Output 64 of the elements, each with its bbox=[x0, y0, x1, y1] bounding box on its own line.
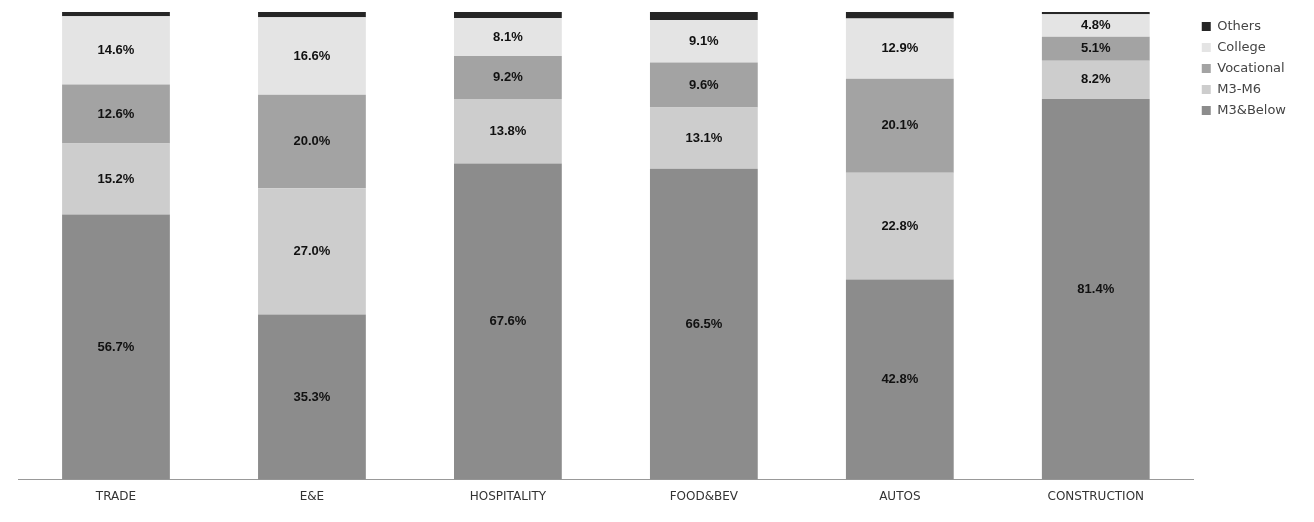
bar bbox=[258, 17, 366, 95]
x-tick-label: AUTOS bbox=[879, 488, 921, 503]
bar bbox=[258, 94, 366, 189]
bar bbox=[1041, 98, 1150, 480]
bar bbox=[649, 107, 758, 169]
data-label: 67.6% bbox=[489, 313, 527, 329]
bar bbox=[454, 163, 562, 480]
bar bbox=[649, 62, 758, 108]
bar bbox=[845, 18, 954, 79]
data-label: 9.1% bbox=[689, 32, 720, 48]
x-tick-label: E&E bbox=[299, 488, 325, 503]
bar bbox=[649, 168, 758, 480]
x-tick-label: CONSTRUCTION bbox=[1047, 488, 1145, 503]
data-label: 13.8% bbox=[489, 122, 527, 138]
data-label: 14.6% bbox=[97, 41, 135, 57]
legend-label: Vocational bbox=[1217, 59, 1285, 75]
data-label: 56.7% bbox=[97, 338, 135, 354]
bar bbox=[258, 314, 366, 480]
legend-label: M3-M6 bbox=[1217, 80, 1261, 96]
x-tick-label: HOSPITALITY bbox=[469, 488, 547, 503]
bar bbox=[454, 55, 562, 99]
x-tick-label: FOOD&BEV bbox=[669, 488, 739, 503]
data-label: 8.2% bbox=[1080, 71, 1112, 87]
bar bbox=[258, 12, 366, 18]
data-label: 9.6% bbox=[689, 76, 720, 92]
data-label: 16.6% bbox=[293, 47, 331, 63]
bar bbox=[454, 12, 562, 19]
data-label: 15.2% bbox=[97, 170, 135, 186]
data-label: 81.4% bbox=[1077, 280, 1115, 296]
data-label: 5.1% bbox=[1080, 40, 1112, 56]
bar bbox=[1041, 14, 1150, 37]
x-tick-label: TRADE bbox=[94, 488, 137, 503]
bar bbox=[845, 279, 954, 480]
legend-label: Others bbox=[1217, 17, 1262, 33]
data-label: 42.8% bbox=[881, 371, 919, 387]
legend-label: M3&Below bbox=[1217, 101, 1287, 117]
bar bbox=[1041, 60, 1150, 99]
bar bbox=[454, 98, 562, 164]
data-label: 12.6% bbox=[97, 105, 135, 121]
bar bbox=[454, 18, 562, 56]
bar bbox=[845, 172, 954, 280]
bar bbox=[258, 188, 366, 315]
data-label: 8.1% bbox=[493, 28, 524, 44]
bar bbox=[649, 12, 758, 20]
data-label: 9.2% bbox=[493, 69, 524, 85]
bar bbox=[62, 143, 170, 215]
bar bbox=[1041, 36, 1150, 61]
data-label: 66.5% bbox=[685, 315, 723, 331]
bar bbox=[845, 78, 954, 173]
bar bbox=[62, 214, 170, 480]
data-label: 20.1% bbox=[881, 117, 919, 133]
data-label: 4.8% bbox=[1080, 17, 1112, 33]
legend-label: College bbox=[1217, 38, 1266, 54]
bar bbox=[62, 84, 170, 144]
data-label: 35.3% bbox=[293, 388, 331, 404]
data-label: 20.0% bbox=[293, 133, 331, 149]
data-label: 12.9% bbox=[881, 40, 919, 56]
data-label: 13.1% bbox=[685, 129, 723, 145]
bar bbox=[845, 12, 954, 19]
bar bbox=[62, 12, 170, 17]
data-label: 22.8% bbox=[881, 217, 919, 233]
bar bbox=[649, 19, 758, 63]
data-label: 27.0% bbox=[293, 242, 331, 258]
bar bbox=[62, 16, 170, 85]
